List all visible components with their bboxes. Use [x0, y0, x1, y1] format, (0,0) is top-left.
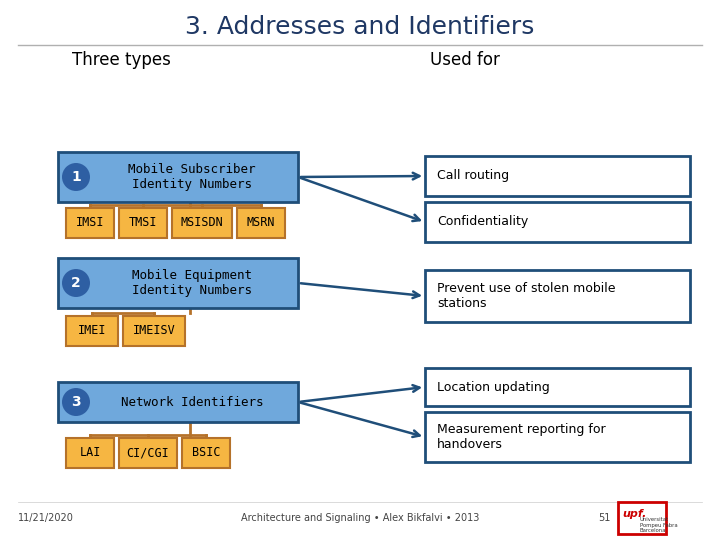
Bar — [58, 152, 298, 202]
Text: IMSI: IMSI — [76, 217, 104, 230]
Text: MSISDN: MSISDN — [181, 217, 223, 230]
Bar — [425, 412, 690, 462]
Bar — [58, 382, 298, 422]
Text: 51: 51 — [598, 513, 611, 523]
Text: 3. Addresses and Identifiers: 3. Addresses and Identifiers — [185, 15, 535, 39]
Text: Three types: Three types — [72, 51, 171, 69]
Bar — [182, 438, 230, 468]
Text: Used for: Used for — [430, 51, 500, 69]
Text: Call routing: Call routing — [437, 170, 509, 183]
Text: Universitat
Pompeu Fabra
Barcelona: Universitat Pompeu Fabra Barcelona — [640, 517, 678, 534]
Bar — [172, 208, 232, 238]
Text: IMEI: IMEI — [78, 325, 107, 338]
Text: Measurement reporting for
handovers: Measurement reporting for handovers — [437, 423, 606, 451]
Bar — [237, 208, 285, 238]
Circle shape — [62, 388, 90, 416]
Text: LAI: LAI — [79, 447, 101, 460]
Text: 3: 3 — [71, 395, 81, 409]
Text: 2: 2 — [71, 276, 81, 290]
Text: 11/21/2020: 11/21/2020 — [18, 513, 74, 523]
Bar — [425, 368, 690, 406]
Text: BSIC: BSIC — [192, 447, 220, 460]
Bar — [58, 258, 298, 308]
Bar — [425, 202, 690, 242]
Bar — [119, 438, 177, 468]
Text: Network Identifiers: Network Identifiers — [121, 395, 264, 408]
Bar — [425, 156, 690, 196]
Bar — [66, 208, 114, 238]
Text: Mobile Equipment
Identity Numbers: Mobile Equipment Identity Numbers — [132, 269, 252, 297]
Bar — [618, 502, 666, 534]
Text: upf.: upf. — [622, 509, 647, 519]
Bar — [123, 316, 185, 346]
Bar — [66, 316, 118, 346]
Text: Location updating: Location updating — [437, 381, 550, 394]
Text: Architecture and Signaling • Alex Bikfalvi • 2013: Architecture and Signaling • Alex Bikfal… — [240, 513, 480, 523]
Bar — [425, 270, 690, 322]
Text: CI/CGI: CI/CGI — [127, 447, 169, 460]
Text: MSRN: MSRN — [247, 217, 275, 230]
Circle shape — [62, 163, 90, 191]
Bar — [119, 208, 167, 238]
Circle shape — [62, 269, 90, 297]
Bar — [66, 438, 114, 468]
Text: Confidentiality: Confidentiality — [437, 215, 528, 228]
Text: Prevent use of stolen mobile
stations: Prevent use of stolen mobile stations — [437, 282, 616, 310]
Text: TMSI: TMSI — [129, 217, 157, 230]
Text: 1: 1 — [71, 170, 81, 184]
Text: IMEISV: IMEISV — [132, 325, 176, 338]
Text: Mobile Subscriber
Identity Numbers: Mobile Subscriber Identity Numbers — [128, 163, 256, 191]
